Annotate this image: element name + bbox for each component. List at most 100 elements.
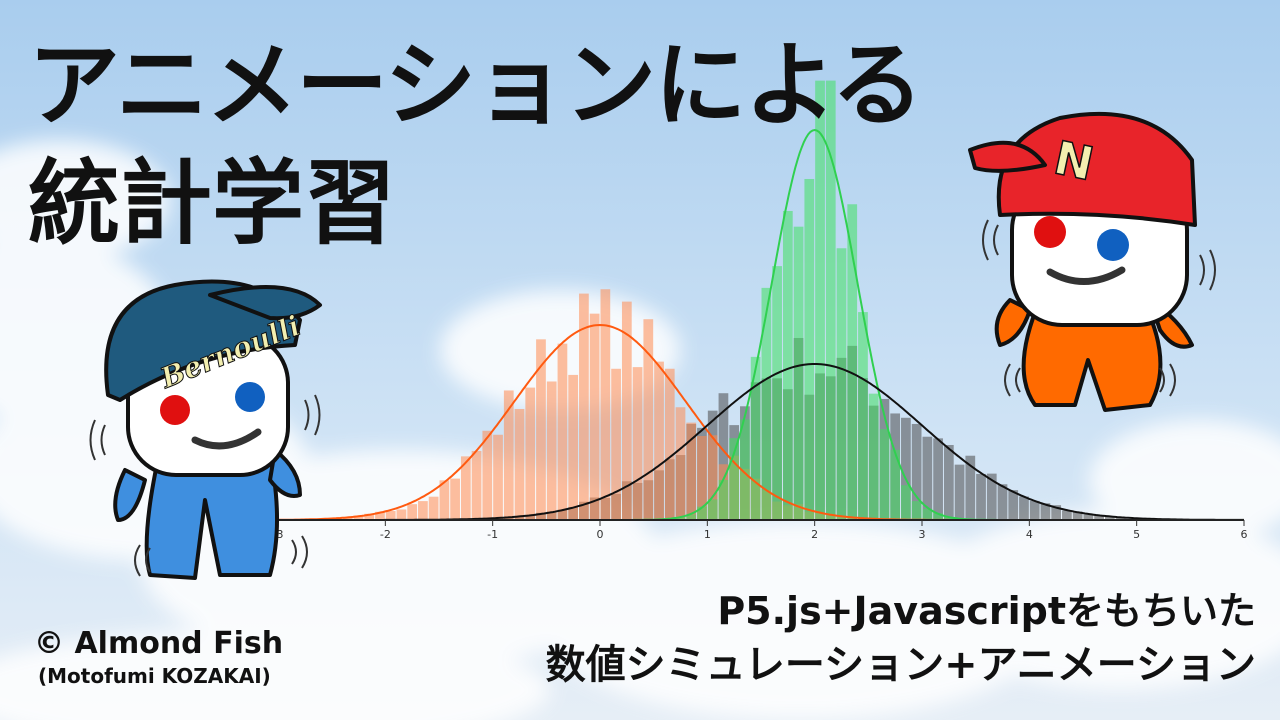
orange-histogram-bar xyxy=(503,390,514,520)
x-tick-label: -1 xyxy=(487,528,498,541)
gray-histogram-bar xyxy=(997,484,1008,520)
orange-histogram-bar xyxy=(385,510,396,520)
orange-histogram-bar xyxy=(568,374,579,520)
orange-histogram-bar xyxy=(546,381,557,520)
orange-histogram-bar xyxy=(428,496,439,520)
green-histogram-bar xyxy=(943,516,954,520)
green-histogram-bar xyxy=(804,178,815,520)
orange-histogram-bar xyxy=(686,422,697,520)
orange-histogram-bar xyxy=(557,343,568,520)
orange-histogram-bar xyxy=(664,368,675,520)
gray-histogram-bar xyxy=(1008,490,1019,520)
gray-histogram-bar xyxy=(1040,503,1051,520)
orange-histogram-bar xyxy=(525,387,536,520)
green-histogram-bar xyxy=(879,429,890,520)
green-histogram-bar xyxy=(868,393,879,520)
green-histogram-bar xyxy=(782,210,793,520)
orange-histogram-bar xyxy=(342,516,353,520)
orange-histogram-bar xyxy=(396,509,407,520)
orange-histogram-bar xyxy=(471,450,482,520)
subtitle-line1: P5.js+Javascriptをもちいた xyxy=(717,589,1256,633)
green-histogram-bar xyxy=(825,80,836,520)
green-histogram-bar xyxy=(858,312,868,520)
orange-histogram-bar xyxy=(418,501,428,520)
orange-histogram-bar xyxy=(493,434,503,520)
x-tick-label: 6 xyxy=(1241,528,1248,541)
gray-histogram-bar xyxy=(911,423,922,520)
author-text: (Motofumi KOZAKAI) xyxy=(38,664,271,688)
gray-histogram-bar xyxy=(976,473,986,520)
gray-histogram-bar xyxy=(965,455,976,520)
orange-histogram-bar xyxy=(675,407,686,520)
orange-histogram-bar xyxy=(697,435,707,520)
orange-histogram-bar xyxy=(579,293,589,520)
orange-histogram-bar xyxy=(439,480,450,520)
green-histogram-bar xyxy=(761,287,772,520)
gray-histogram-bar xyxy=(1083,514,1094,520)
x-tick-label: -2 xyxy=(380,528,391,541)
orange-histogram-bar xyxy=(514,408,525,520)
orange-histogram-bar xyxy=(482,430,493,520)
green-histogram-bar xyxy=(675,517,686,520)
orange-histogram-bar xyxy=(460,456,471,520)
orange-histogram-bar xyxy=(407,504,418,520)
subtitle-line2: 数値シミュレーション+アニメーション xyxy=(545,642,1256,688)
gray-histogram-bar xyxy=(1104,516,1115,520)
gray-histogram-bar xyxy=(986,473,997,520)
title-line2: 統計学習 xyxy=(28,150,397,257)
orange-histogram-bar xyxy=(536,339,546,520)
green-histogram-bar xyxy=(729,438,740,520)
x-tick-label: 4 xyxy=(1026,528,1033,541)
green-histogram-bar xyxy=(697,506,707,520)
gray-histogram-bar xyxy=(954,464,965,520)
x-tick-label: 2 xyxy=(811,528,818,541)
green-histogram-bar xyxy=(718,479,729,520)
green-histogram xyxy=(675,80,954,521)
title-line1: アニメーションによる xyxy=(28,32,924,139)
green-histogram-bar xyxy=(750,356,761,520)
gray-histogram-bar xyxy=(1051,505,1062,520)
green-histogram-bar xyxy=(686,514,697,520)
x-tick-label: 1 xyxy=(704,528,711,541)
green-histogram-bar xyxy=(772,266,782,520)
green-histogram-bar xyxy=(707,499,718,520)
x-tick-label: 3 xyxy=(919,528,926,541)
green-histogram-bar xyxy=(922,508,933,520)
copyright-text: © Almond Fish xyxy=(34,626,284,661)
gray-histogram-bar xyxy=(1115,517,1126,520)
gray-histogram-bar xyxy=(943,444,954,520)
green-histogram-bar xyxy=(740,419,750,520)
gray-histogram-bar xyxy=(1029,500,1040,520)
orange-histogram-bar xyxy=(707,435,718,520)
orange-histogram-bar xyxy=(353,515,364,520)
gray-histogram-bar xyxy=(922,436,933,520)
green-histogram-bar xyxy=(847,204,858,520)
x-tick-label: 5 xyxy=(1133,528,1140,541)
orange-histogram-bar xyxy=(621,301,632,520)
green-histogram-bar xyxy=(901,485,911,520)
gray-histogram-bar xyxy=(1094,515,1104,520)
green-histogram-bar xyxy=(911,501,922,520)
green-histogram-bar xyxy=(836,248,847,520)
x-tick-label: 0 xyxy=(597,528,604,541)
gray-histogram-bar xyxy=(1062,510,1072,520)
green-histogram-bar xyxy=(933,513,943,520)
orange-histogram-bar xyxy=(375,511,385,520)
orange-histogram-bar xyxy=(654,361,664,520)
orange-histogram-bar xyxy=(643,319,654,520)
gray-histogram-bar xyxy=(901,417,911,520)
orange-histogram-bar xyxy=(589,313,600,520)
green-histogram-bar xyxy=(793,226,804,521)
gray-histogram-bar xyxy=(1019,496,1029,520)
orange-histogram-bar xyxy=(600,289,611,520)
orange-histogram-bar xyxy=(450,478,460,520)
gray-histogram-bar xyxy=(1072,511,1083,520)
green-histogram-bar xyxy=(815,80,825,520)
green-histogram-bar xyxy=(890,449,901,520)
orange-histogram-bar xyxy=(611,368,621,520)
gray-histogram-bar xyxy=(718,393,729,520)
orange-histogram-bar xyxy=(364,513,375,520)
